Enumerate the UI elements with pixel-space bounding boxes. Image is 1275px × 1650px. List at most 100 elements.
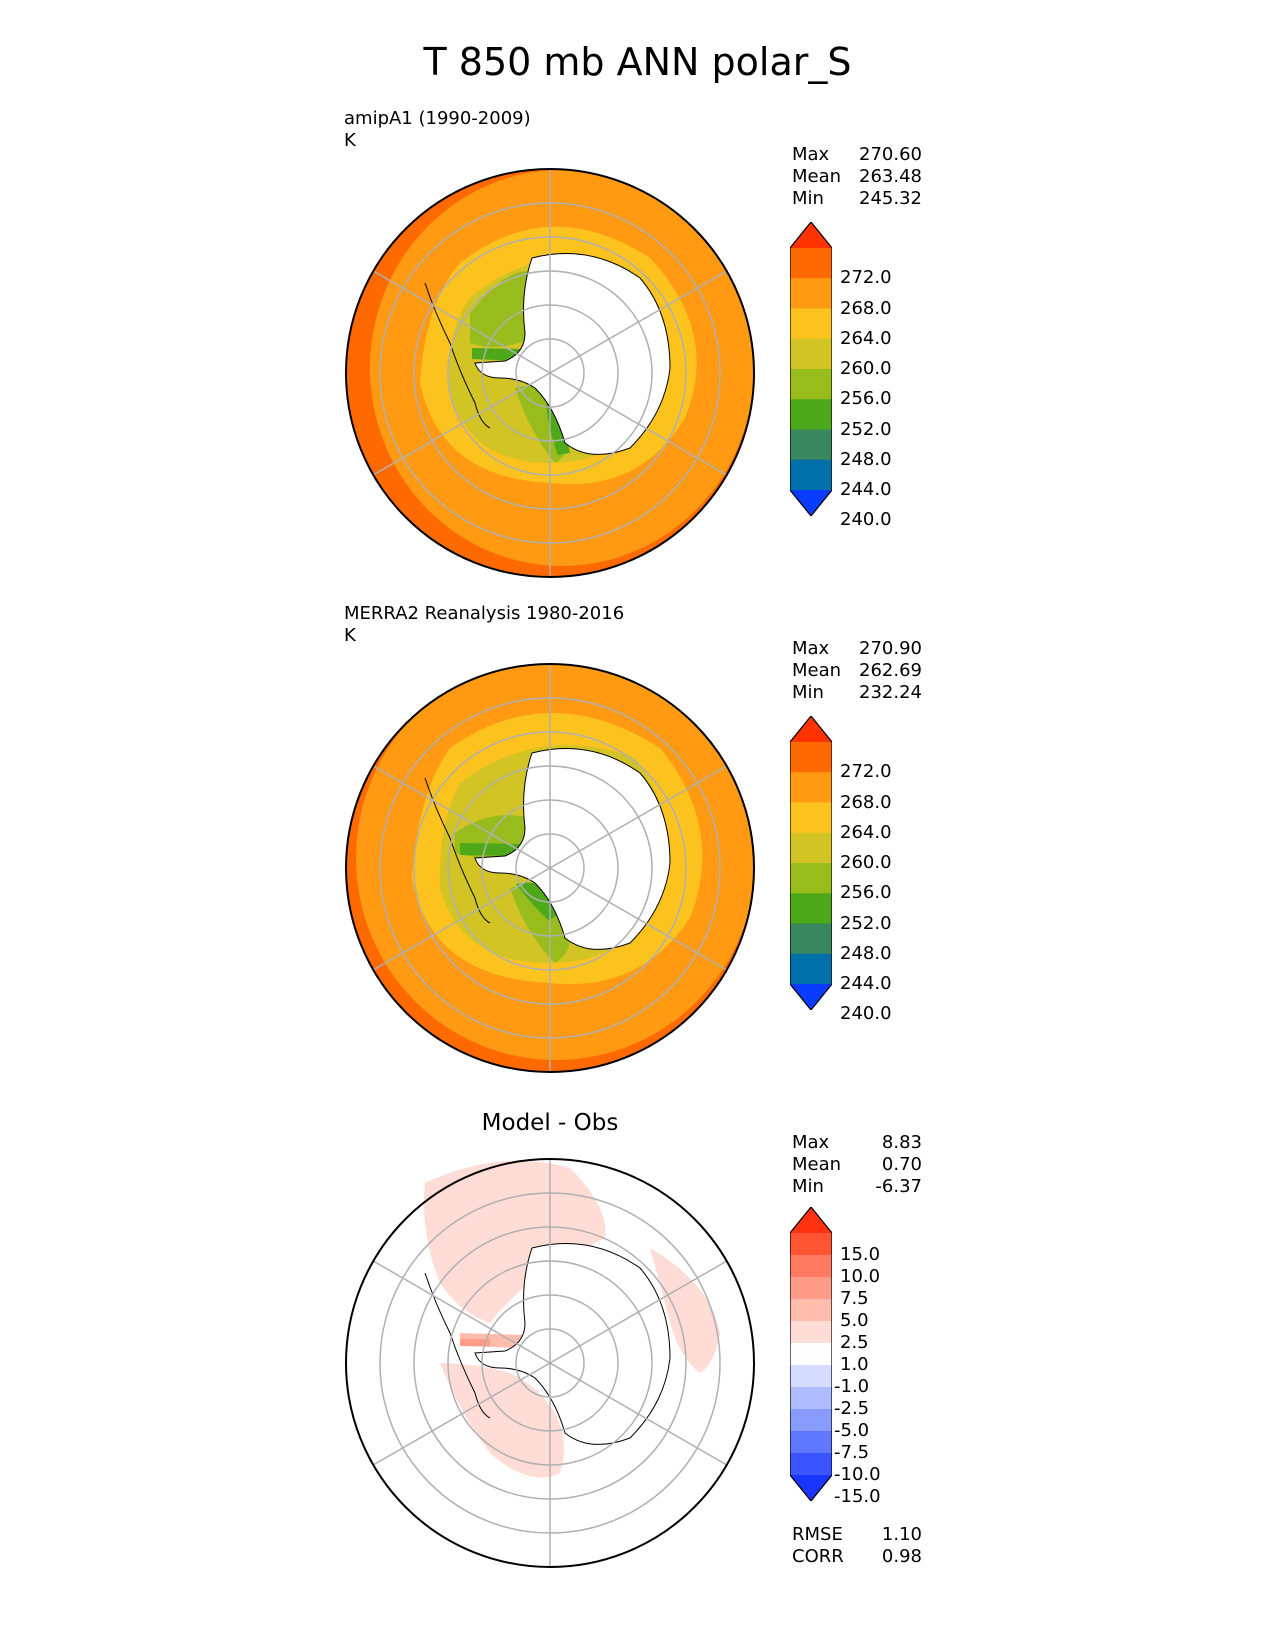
colorbar-segment xyxy=(790,742,832,773)
ross-dark-green xyxy=(460,843,522,856)
colorbar-segment xyxy=(790,1409,832,1432)
antarctica-land xyxy=(474,748,671,950)
colorbar-tick-label: 244.0 xyxy=(840,479,892,500)
colorbar-segment xyxy=(790,399,832,430)
figure-title: T 850 mb ANN polar_S xyxy=(423,40,852,84)
colorbar-extend-max xyxy=(790,716,832,742)
colorbar-segment xyxy=(790,308,832,340)
colorbar-extend-min xyxy=(790,490,832,516)
panel1-units: K xyxy=(344,130,356,151)
colorbar-segment xyxy=(790,1277,832,1300)
colorbar-extend-min xyxy=(790,984,832,1010)
stat-mean: Mean 262.69 xyxy=(792,660,922,681)
metric-corr: CORR 0.98 xyxy=(792,1546,922,1567)
colorbar-extend-max xyxy=(790,1207,832,1233)
graticule xyxy=(367,169,733,577)
antarctica-land xyxy=(474,1243,671,1445)
positive-anomaly-south xyxy=(440,1363,564,1478)
colorbar-tick-label: 7.5 xyxy=(840,1288,869,1309)
colorbar-segment xyxy=(790,863,832,894)
colorbar-tick-label: 268.0 xyxy=(840,791,892,813)
map-boundary xyxy=(345,663,755,1073)
colorbar-segment xyxy=(790,278,832,309)
stat-mean: Mean 263.48 xyxy=(792,166,922,187)
positive-anomaly-strong xyxy=(460,1339,490,1346)
colorbar-segment xyxy=(790,369,832,400)
panel2-title: MERRA2 Reanalysis 1980-2016 K xyxy=(344,603,624,647)
colorbar-tick-label: -7.5 xyxy=(834,1442,870,1463)
colorbar-tick-label: 268.0 xyxy=(840,297,892,319)
positive-anomaly-north xyxy=(424,1160,606,1323)
colorbar-tick-label: 248.0 xyxy=(840,942,892,964)
colorbar-segment xyxy=(790,459,832,491)
colorbar-segment xyxy=(790,1453,832,1476)
colorbar-tick-label: 260.0 xyxy=(840,358,892,379)
metric-rmse: RMSE 1.10 xyxy=(792,1524,922,1545)
stat-max: Max 270.90 xyxy=(792,638,922,659)
colorbar-tick-label: 5.0 xyxy=(840,1310,869,1331)
panel1-stats: Max 270.60 Mean 263.48 Min 245.32 xyxy=(792,144,922,210)
colorbar-segment xyxy=(790,772,832,803)
colorbar-segment xyxy=(790,893,832,924)
map-boundary xyxy=(345,1158,755,1568)
panel1-title-line1: amipA1 (1990-2009) xyxy=(344,108,531,129)
colorbar-tick-label: 2.5 xyxy=(840,1332,869,1353)
stat-min: Min 232.24 xyxy=(792,682,922,703)
colorbar-segment xyxy=(790,1255,832,1278)
panel3-polar-map xyxy=(345,1158,755,1568)
stat-max: Max 8.83 xyxy=(792,1132,922,1153)
colorbar-tick-label: 260.0 xyxy=(840,852,892,873)
colorbar-tick-label: 256.0 xyxy=(840,388,892,410)
graticule xyxy=(367,1159,733,1567)
colorbar-segment xyxy=(790,1431,832,1454)
colorbar-tick-label: 252.0 xyxy=(840,418,892,440)
colorbar-tick-label: 264.0 xyxy=(840,821,892,843)
colorbar-tick-label: 244.0 xyxy=(840,973,892,994)
graticule xyxy=(367,664,733,1072)
colorbar-tick-label: 264.0 xyxy=(840,327,892,349)
colorbar-tick-label: 252.0 xyxy=(840,912,892,934)
panel1-polar-map xyxy=(345,168,755,578)
panel2-colorbar: 272.0 268.0 264.0 260.0 256.0 252.0 248.0 244.0… xyxy=(790,716,930,1024)
panel1-title: amipA1 (1990-2009) K xyxy=(344,108,531,152)
stat-min: Min -6.37 xyxy=(792,1176,922,1197)
colorbar-tick-label: -10.0 xyxy=(834,1464,881,1485)
panel3-metrics: RMSE 1.10 CORR 0.98 xyxy=(792,1524,922,1568)
colorbar-tick-label: 240.0 xyxy=(840,509,892,531)
colorbar-tick-label: 10.0 xyxy=(840,1266,881,1287)
colorbar-segment xyxy=(790,1321,832,1344)
colorbar-tick-label: 272.0 xyxy=(840,267,892,289)
panel3-stats: Max 8.83 Mean 0.70 Min -6.37 xyxy=(792,1132,922,1198)
colorbar-tick-label: -5.0 xyxy=(834,1420,870,1441)
peninsula-coastline xyxy=(424,282,491,429)
colorbar-tick-label: -15.0 xyxy=(834,1486,881,1507)
stat-min: Min 245.32 xyxy=(792,188,922,209)
peninsula-coastline xyxy=(424,1272,491,1419)
colorbar-svg xyxy=(790,716,832,1010)
panel2-stats: Max 270.90 Mean 262.69 Min 232.24 xyxy=(792,638,922,704)
weddell-dark-green xyxy=(546,403,570,455)
colorbar-extend-max xyxy=(790,222,832,248)
colorbar-tick-label: 248.0 xyxy=(840,448,892,470)
colorbar-tick-label: 240.0 xyxy=(840,1003,892,1025)
colorbar-svg xyxy=(790,1207,832,1501)
colorbar-tick-label: 1.0 xyxy=(840,1354,869,1375)
colorbar-segment xyxy=(790,1365,832,1388)
colorbar-segment xyxy=(790,802,832,834)
stat-mean: Mean 0.70 xyxy=(792,1154,922,1175)
peninsula-coastline xyxy=(424,777,491,924)
colorbar-segment xyxy=(790,1233,832,1256)
colorbar-tick-label: 272.0 xyxy=(840,761,892,783)
positive-anomaly-east xyxy=(650,1248,720,1373)
panel1-colorbar: 272.0 268.0 264.0 260.0 256.0 252.0 248.0 244.0… xyxy=(790,222,930,530)
colorbar-segment xyxy=(790,923,832,955)
colorbar-segment xyxy=(790,1343,832,1366)
colorbar-segment xyxy=(790,338,832,370)
colorbar-segment xyxy=(790,248,832,279)
colorbar-segment xyxy=(790,1387,832,1410)
peninsula-green-west xyxy=(470,271,535,347)
colorbar-tick-label: -1.0 xyxy=(834,1376,870,1397)
colorbar-segment xyxy=(790,832,832,864)
colorbar-tick-label: -2.5 xyxy=(834,1398,870,1419)
stat-max: Max 270.60 xyxy=(792,144,922,165)
